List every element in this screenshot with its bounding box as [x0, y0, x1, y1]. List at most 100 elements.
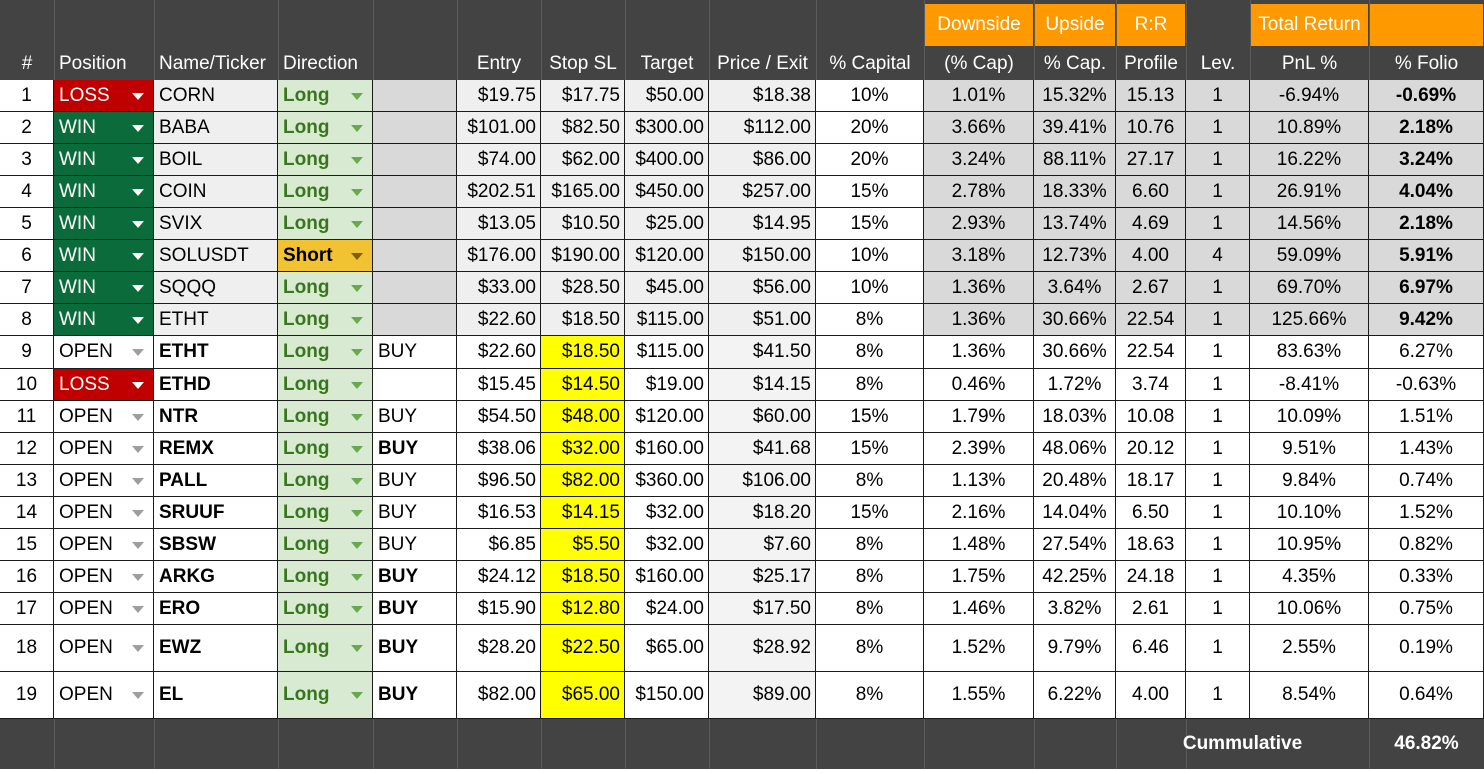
dropdown-arrow-icon[interactable]	[132, 124, 144, 132]
cell-signal	[373, 112, 457, 144]
dropdown-arrow-icon[interactable]	[351, 413, 363, 421]
risk-reward: 4.00	[1132, 684, 1169, 705]
position-dropdown[interactable]: LOSS	[54, 80, 154, 112]
dropdown-arrow-icon[interactable]	[132, 188, 144, 196]
dropdown-arrow-icon[interactable]	[132, 156, 144, 164]
header-stop-sl[interactable]: Stop SL	[541, 48, 625, 80]
header-row-number[interactable]: #	[0, 48, 54, 80]
header-position[interactable]: Position	[54, 48, 154, 80]
dropdown-arrow-icon[interactable]	[132, 316, 144, 324]
position-dropdown[interactable]: LOSS	[54, 369, 154, 401]
dropdown-arrow-icon[interactable]	[351, 445, 363, 453]
dropdown-arrow-icon[interactable]	[132, 92, 144, 100]
header-downside[interactable]: (% Cap)	[924, 48, 1034, 80]
direction-dropdown[interactable]: Long	[278, 304, 373, 336]
dropdown-arrow-icon[interactable]	[132, 349, 144, 356]
dropdown-arrow-icon[interactable]	[351, 692, 363, 699]
header-leverage[interactable]: Lev.	[1186, 48, 1250, 80]
dropdown-arrow-icon[interactable]	[132, 381, 144, 389]
direction-dropdown[interactable]: Long	[278, 401, 373, 433]
position-dropdown[interactable]: WIN	[54, 272, 154, 304]
dropdown-arrow-icon[interactable]	[132, 445, 144, 453]
header-entry[interactable]: Entry	[457, 48, 541, 80]
header-target[interactable]: Target	[625, 48, 709, 80]
position-dropdown[interactable]: WIN	[54, 240, 154, 272]
position-dropdown[interactable]: OPEN	[54, 672, 154, 719]
dropdown-arrow-icon[interactable]	[132, 252, 144, 260]
exit-price: $112.00	[743, 116, 811, 138]
direction-dropdown[interactable]: Long	[278, 561, 373, 593]
position-dropdown[interactable]: OPEN	[54, 465, 154, 497]
position-dropdown[interactable]: OPEN	[54, 593, 154, 625]
cell-price-exit: $56.00	[709, 272, 816, 304]
dropdown-arrow-icon[interactable]	[351, 124, 363, 132]
position-dropdown[interactable]: WIN	[54, 208, 154, 240]
header-label: Profile	[1124, 53, 1178, 74]
header-ticker[interactable]: Name/Ticker	[154, 48, 278, 80]
dropdown-arrow-icon[interactable]	[351, 316, 363, 324]
position-dropdown[interactable]: OPEN	[54, 401, 154, 433]
cell-folio: 0.19%	[1369, 625, 1484, 672]
dropdown-arrow-icon[interactable]	[132, 413, 144, 421]
dropdown-arrow-icon[interactable]	[351, 573, 363, 581]
position-dropdown[interactable]: OPEN	[54, 561, 154, 593]
dropdown-arrow-icon[interactable]	[132, 541, 144, 549]
dropdown-arrow-icon[interactable]	[132, 284, 144, 292]
direction-dropdown[interactable]: Long	[278, 208, 373, 240]
header-price-exit[interactable]: Price / Exit	[709, 48, 816, 80]
header-pnl[interactable]: PnL %	[1250, 48, 1369, 80]
dropdown-arrow-icon[interactable]	[351, 477, 363, 485]
direction-dropdown[interactable]: Long	[278, 465, 373, 497]
position-dropdown[interactable]: WIN	[54, 304, 154, 336]
direction-dropdown[interactable]: Long	[278, 336, 373, 369]
dropdown-arrow-icon[interactable]	[351, 645, 363, 652]
dropdown-arrow-icon[interactable]	[351, 541, 363, 549]
direction-dropdown[interactable]: Long	[278, 433, 373, 465]
cell-target: $120.00	[625, 240, 709, 272]
direction-dropdown[interactable]: Long	[278, 593, 373, 625]
dropdown-arrow-icon[interactable]	[351, 605, 363, 613]
header-upside[interactable]: % Cap.	[1034, 48, 1116, 80]
position-dropdown[interactable]: OPEN	[54, 625, 154, 672]
dropdown-arrow-icon[interactable]	[132, 605, 144, 613]
dropdown-arrow-icon[interactable]	[132, 477, 144, 485]
direction-dropdown[interactable]: Long	[278, 369, 373, 401]
header-risk-reward[interactable]: Profile	[1116, 48, 1186, 80]
direction-dropdown[interactable]: Long	[278, 529, 373, 561]
direction-dropdown[interactable]: Long	[278, 112, 373, 144]
dropdown-arrow-icon[interactable]	[132, 220, 144, 228]
dropdown-arrow-icon[interactable]	[132, 645, 144, 652]
dropdown-arrow-icon[interactable]	[351, 284, 363, 292]
dropdown-arrow-icon[interactable]	[351, 220, 363, 228]
dropdown-arrow-icon[interactable]	[351, 188, 363, 196]
dropdown-arrow-icon[interactable]	[132, 509, 144, 517]
position-dropdown[interactable]: WIN	[54, 176, 154, 208]
direction-dropdown[interactable]: Long	[278, 176, 373, 208]
direction-dropdown[interactable]: Long	[278, 144, 373, 176]
position-dropdown[interactable]: WIN	[54, 144, 154, 176]
folio-pct: -0.69%	[1395, 84, 1457, 106]
direction-dropdown[interactable]: Long	[278, 497, 373, 529]
direction-dropdown[interactable]: Short	[278, 240, 373, 272]
header-signal[interactable]	[373, 48, 457, 80]
position-dropdown[interactable]: WIN	[54, 112, 154, 144]
direction-dropdown[interactable]: Long	[278, 272, 373, 304]
direction-dropdown[interactable]: Long	[278, 80, 373, 112]
dropdown-arrow-icon[interactable]	[351, 92, 363, 100]
header-direction[interactable]: Direction	[278, 48, 373, 80]
position-dropdown[interactable]: OPEN	[54, 336, 154, 369]
header-folio[interactable]: % Folio	[1369, 48, 1484, 80]
dropdown-arrow-icon[interactable]	[132, 692, 144, 699]
position-dropdown[interactable]: OPEN	[54, 433, 154, 465]
direction-dropdown[interactable]: Long	[278, 625, 373, 672]
dropdown-arrow-icon[interactable]	[351, 509, 363, 517]
dropdown-arrow-icon[interactable]	[132, 573, 144, 581]
dropdown-arrow-icon[interactable]	[351, 349, 363, 356]
position-dropdown[interactable]: OPEN	[54, 497, 154, 529]
header-capital[interactable]: % Capital	[816, 48, 924, 80]
dropdown-arrow-icon[interactable]	[351, 252, 363, 260]
dropdown-arrow-icon[interactable]	[351, 381, 363, 389]
position-dropdown[interactable]: OPEN	[54, 529, 154, 561]
dropdown-arrow-icon[interactable]	[351, 156, 363, 164]
direction-dropdown[interactable]: Long	[278, 672, 373, 719]
